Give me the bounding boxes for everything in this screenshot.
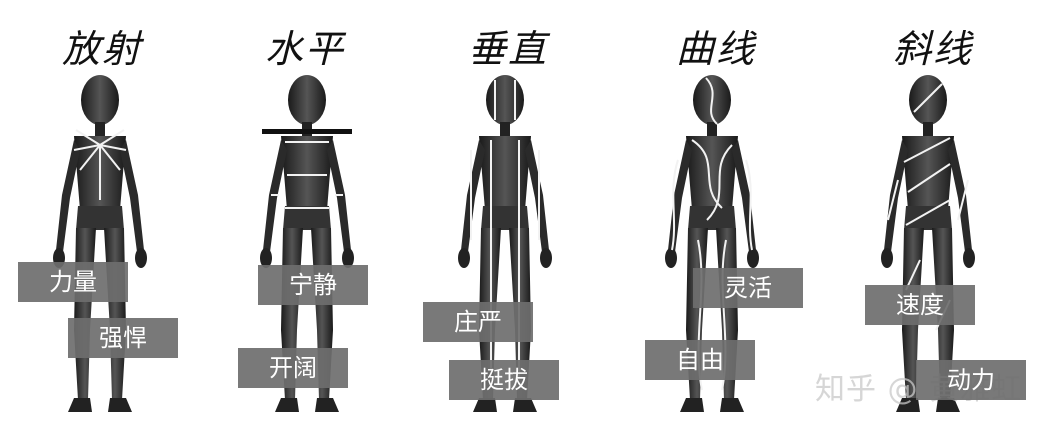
tag-horizontal-1: 宁静 bbox=[258, 265, 368, 305]
tag-radial-2: 强悍 bbox=[68, 318, 178, 358]
figure-radial bbox=[53, 75, 147, 412]
tag-horizontal-2: 开阔 bbox=[238, 348, 348, 388]
title-radial: 放射 bbox=[62, 27, 143, 71]
tag-diagonal-2: 动力 bbox=[916, 360, 1026, 400]
title-diagonal: 斜线 bbox=[893, 27, 974, 71]
tag-vertical-2: 挺拔 bbox=[449, 360, 559, 400]
tag-diagonal-1: 速度 bbox=[865, 285, 975, 325]
figure-horizontal bbox=[260, 75, 354, 412]
title-horizontal: 水平 bbox=[265, 27, 346, 71]
tag-radial-1: 力量 bbox=[18, 262, 128, 302]
title-curve: 曲线 bbox=[676, 27, 757, 71]
tag-curve-2: 自由 bbox=[645, 340, 755, 380]
title-vertical: 垂直 bbox=[468, 27, 549, 71]
tag-vertical-1: 庄严 bbox=[423, 302, 533, 342]
tag-curve-1: 灵活 bbox=[693, 268, 803, 308]
